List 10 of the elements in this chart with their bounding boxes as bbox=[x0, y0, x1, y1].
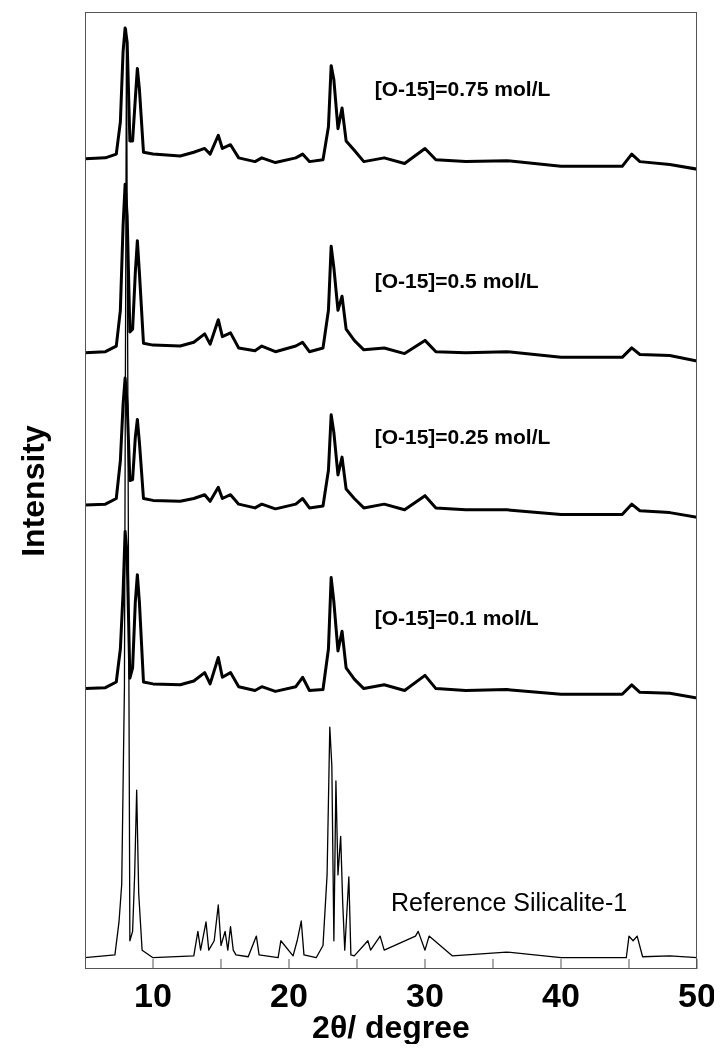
x-tick-label: 50 bbox=[678, 976, 716, 1014]
series-label: [O-15]=0.25 mol/L bbox=[374, 425, 551, 450]
series-label: [O-15]=0.5 mol/L bbox=[374, 269, 539, 294]
x-tick-label: 20 bbox=[270, 976, 308, 1014]
series-label: Reference Silicalite-1 bbox=[391, 887, 628, 917]
series-label: [O-15]=0.75 mol/L bbox=[374, 77, 551, 102]
y-axis-title: Intensity bbox=[14, 423, 52, 559]
x-tick-label: 40 bbox=[542, 976, 580, 1014]
x-tick-label: 10 bbox=[134, 976, 172, 1014]
series-label: [O-15]=0.1 mol/L bbox=[374, 605, 539, 630]
